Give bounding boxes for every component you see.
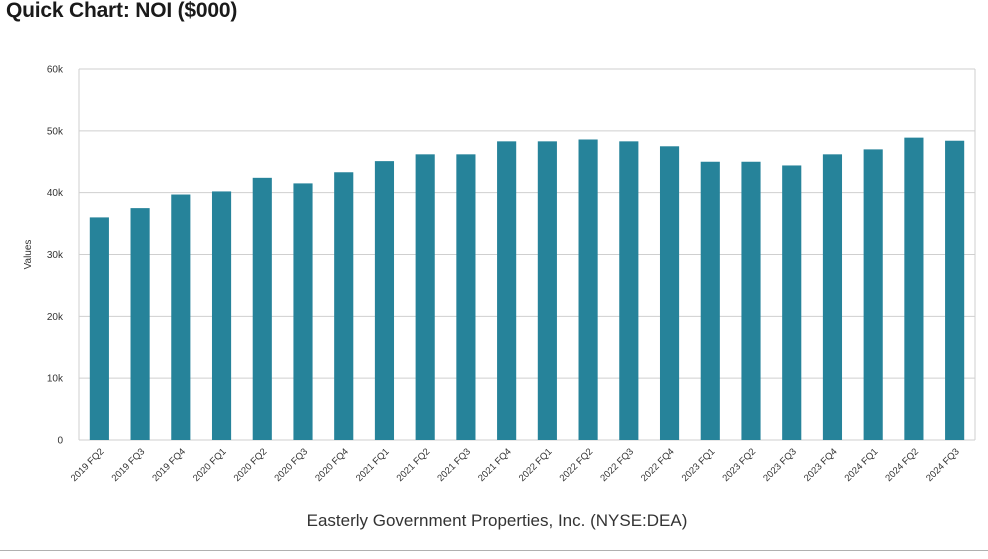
- bar: [863, 149, 883, 440]
- chart-title: Quick Chart: NOI ($000): [6, 0, 238, 22]
- x-tick-label: 2023 FQ4: [802, 446, 840, 484]
- bar: [293, 183, 313, 440]
- x-tick-label: 2021 FQ4: [476, 446, 514, 484]
- x-tick-label: 2019 FQ2: [69, 446, 107, 484]
- y-tick-label: 20k: [47, 312, 64, 323]
- bar: [130, 208, 150, 440]
- x-tick-label: 2023 FQ3: [761, 446, 799, 484]
- bar: [334, 172, 354, 441]
- bar: [252, 177, 272, 440]
- bar: [619, 141, 639, 440]
- bar: [211, 191, 232, 440]
- y-tick-label: 30k: [47, 250, 64, 261]
- bar: [374, 161, 395, 441]
- x-tick-label: 2024 FQ2: [883, 446, 921, 484]
- y-tick-label: 0: [57, 436, 63, 447]
- bar: [945, 140, 965, 440]
- bar: [782, 165, 802, 440]
- x-tick-label: 2022 FQ3: [598, 446, 636, 484]
- bar: [89, 217, 109, 440]
- bar: [497, 141, 517, 440]
- x-tick-label: 2020 FQ4: [313, 446, 351, 484]
- y-axis-label: Values: [23, 240, 34, 270]
- x-tick-label: 2023 FQ2: [720, 446, 758, 484]
- bar: [456, 154, 476, 440]
- x-tick-label: 2023 FQ1: [680, 446, 718, 484]
- x-tick-label: 2022 FQ4: [639, 446, 677, 484]
- x-tick-label: 2021 FQ2: [395, 446, 433, 484]
- bar: [741, 161, 761, 440]
- bottom-divider: [0, 550, 988, 551]
- x-tick-label: 2021 FQ1: [354, 446, 392, 484]
- x-tick-label: 2020 FQ1: [191, 446, 229, 484]
- x-tick-label: 2019 FQ4: [150, 446, 188, 484]
- bar: [171, 194, 191, 440]
- x-tick-label: 2022 FQ1: [517, 446, 555, 484]
- x-tick-label: 2019 FQ3: [110, 446, 148, 484]
- x-tick-label: 2021 FQ3: [435, 446, 473, 484]
- bar: [415, 154, 435, 440]
- bar: [904, 137, 924, 440]
- bar: [659, 146, 680, 440]
- bar: [578, 139, 598, 441]
- x-tick-label: 2024 FQ1: [843, 446, 881, 484]
- x-tick-label: 2024 FQ3: [924, 446, 962, 484]
- bar: [700, 161, 720, 440]
- y-tick-label: 10k: [47, 374, 64, 385]
- bar: [537, 141, 557, 440]
- y-tick-label: 40k: [47, 188, 64, 199]
- x-tick-label: 2020 FQ3: [272, 446, 310, 484]
- y-tick-label: 50k: [47, 126, 64, 137]
- x-tick-label: 2020 FQ2: [232, 446, 270, 484]
- bar: [822, 154, 843, 440]
- y-tick-label: 60k: [47, 65, 64, 76]
- x-tick-label: 2022 FQ2: [558, 446, 596, 484]
- chart-subtitle: Easterly Government Properties, Inc. (NY…: [306, 511, 688, 530]
